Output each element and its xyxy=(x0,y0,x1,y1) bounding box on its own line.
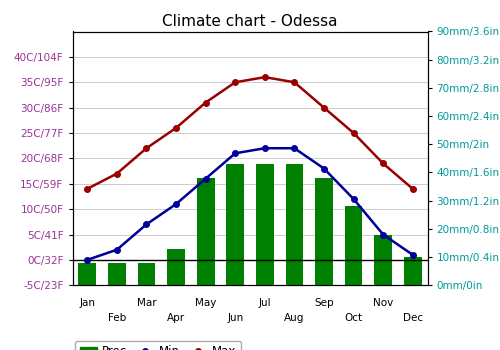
Legend: Prec, Min, Max: Prec, Min, Max xyxy=(75,341,241,350)
Text: Sep: Sep xyxy=(314,298,334,308)
Bar xyxy=(138,263,156,285)
Text: Jun: Jun xyxy=(227,313,244,323)
Bar xyxy=(286,164,303,285)
Text: Jul: Jul xyxy=(258,298,271,308)
Text: Apr: Apr xyxy=(167,313,185,323)
Text: Mar: Mar xyxy=(136,298,156,308)
Bar xyxy=(315,178,333,285)
Bar xyxy=(197,178,214,285)
Bar xyxy=(344,206,362,285)
Bar xyxy=(78,263,96,285)
Bar xyxy=(256,164,274,285)
Bar xyxy=(374,234,392,285)
Bar xyxy=(226,164,244,285)
Text: Oct: Oct xyxy=(344,313,362,323)
Text: Feb: Feb xyxy=(108,313,126,323)
Bar xyxy=(404,257,421,285)
Bar xyxy=(108,263,126,285)
Text: Nov: Nov xyxy=(373,298,393,308)
Bar xyxy=(167,248,185,285)
Title: Climate chart - Odessa: Climate chart - Odessa xyxy=(162,14,338,29)
Text: Aug: Aug xyxy=(284,313,304,323)
Text: Dec: Dec xyxy=(402,313,423,323)
Text: May: May xyxy=(195,298,216,308)
Text: Jan: Jan xyxy=(80,298,96,308)
